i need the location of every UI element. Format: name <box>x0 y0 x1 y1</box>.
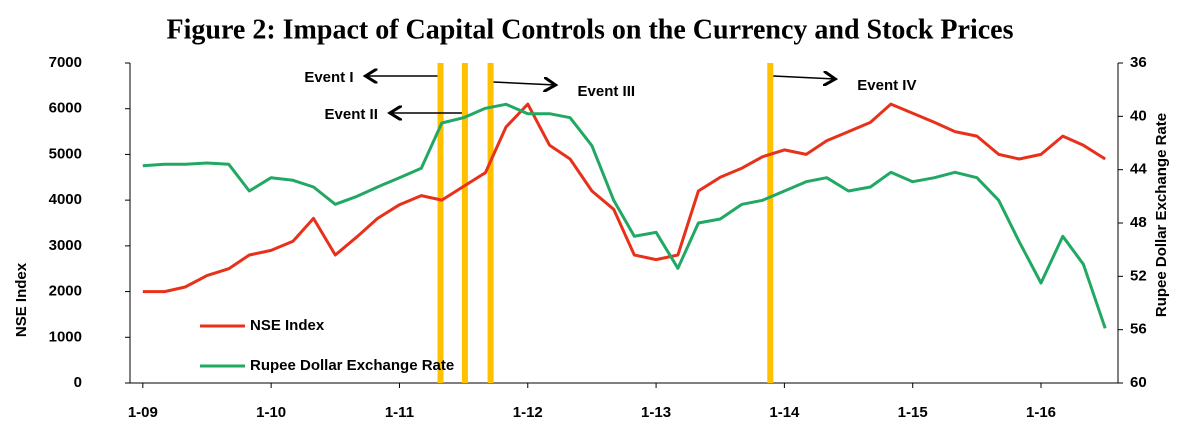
y-axis-label: NSE Index <box>13 262 30 337</box>
y-tick-label: 0 <box>74 374 82 391</box>
chart-title: Figure 2: Impact of Capital Controls on … <box>167 14 1014 45</box>
event-label: Event IV <box>857 77 916 94</box>
y-tick-label: 2000 <box>49 283 82 300</box>
y-tick-label: 3000 <box>49 237 82 254</box>
y2-tick-label: 48 <box>1130 214 1147 231</box>
y2-axis-label: Rupee Dollar Exchange Rate <box>1153 113 1170 317</box>
x-tick-label: 1-13 <box>641 404 671 421</box>
y2-tick-label: 56 <box>1130 321 1147 338</box>
x-tick-label: 1-12 <box>513 404 543 421</box>
y-tick-label: 1000 <box>49 328 82 345</box>
y2-tick-label: 52 <box>1130 267 1147 284</box>
y-tick-label: 4000 <box>49 191 82 208</box>
event-label: Event I <box>304 69 353 86</box>
legend-label: NSE Index <box>250 317 325 334</box>
legend-label: Rupee Dollar Exchange Rate <box>250 357 454 374</box>
y2-tick-label: 40 <box>1130 107 1147 124</box>
event-arrow <box>773 76 835 79</box>
y2-tick-label: 60 <box>1130 374 1147 391</box>
x-tick-label: 1-09 <box>128 404 158 421</box>
x-tick-label: 1-16 <box>1026 404 1056 421</box>
event-label: Event III <box>578 83 636 100</box>
event-arrow <box>493 82 556 85</box>
x-tick-label: 1-14 <box>769 404 800 421</box>
y2-tick-label: 44 <box>1130 161 1147 178</box>
series-line <box>142 102 1107 329</box>
y-tick-label: 5000 <box>49 145 82 162</box>
x-tick-label: 1-10 <box>256 404 286 421</box>
y-tick-label: 7000 <box>49 54 82 71</box>
y-tick-label: 6000 <box>49 100 82 117</box>
y2-tick-label: 36 <box>1130 54 1147 71</box>
event-label: Event II <box>325 106 378 123</box>
x-tick-label: 1-11 <box>385 404 414 421</box>
series-line <box>142 102 1106 294</box>
x-tick-label: 1-15 <box>898 404 928 421</box>
